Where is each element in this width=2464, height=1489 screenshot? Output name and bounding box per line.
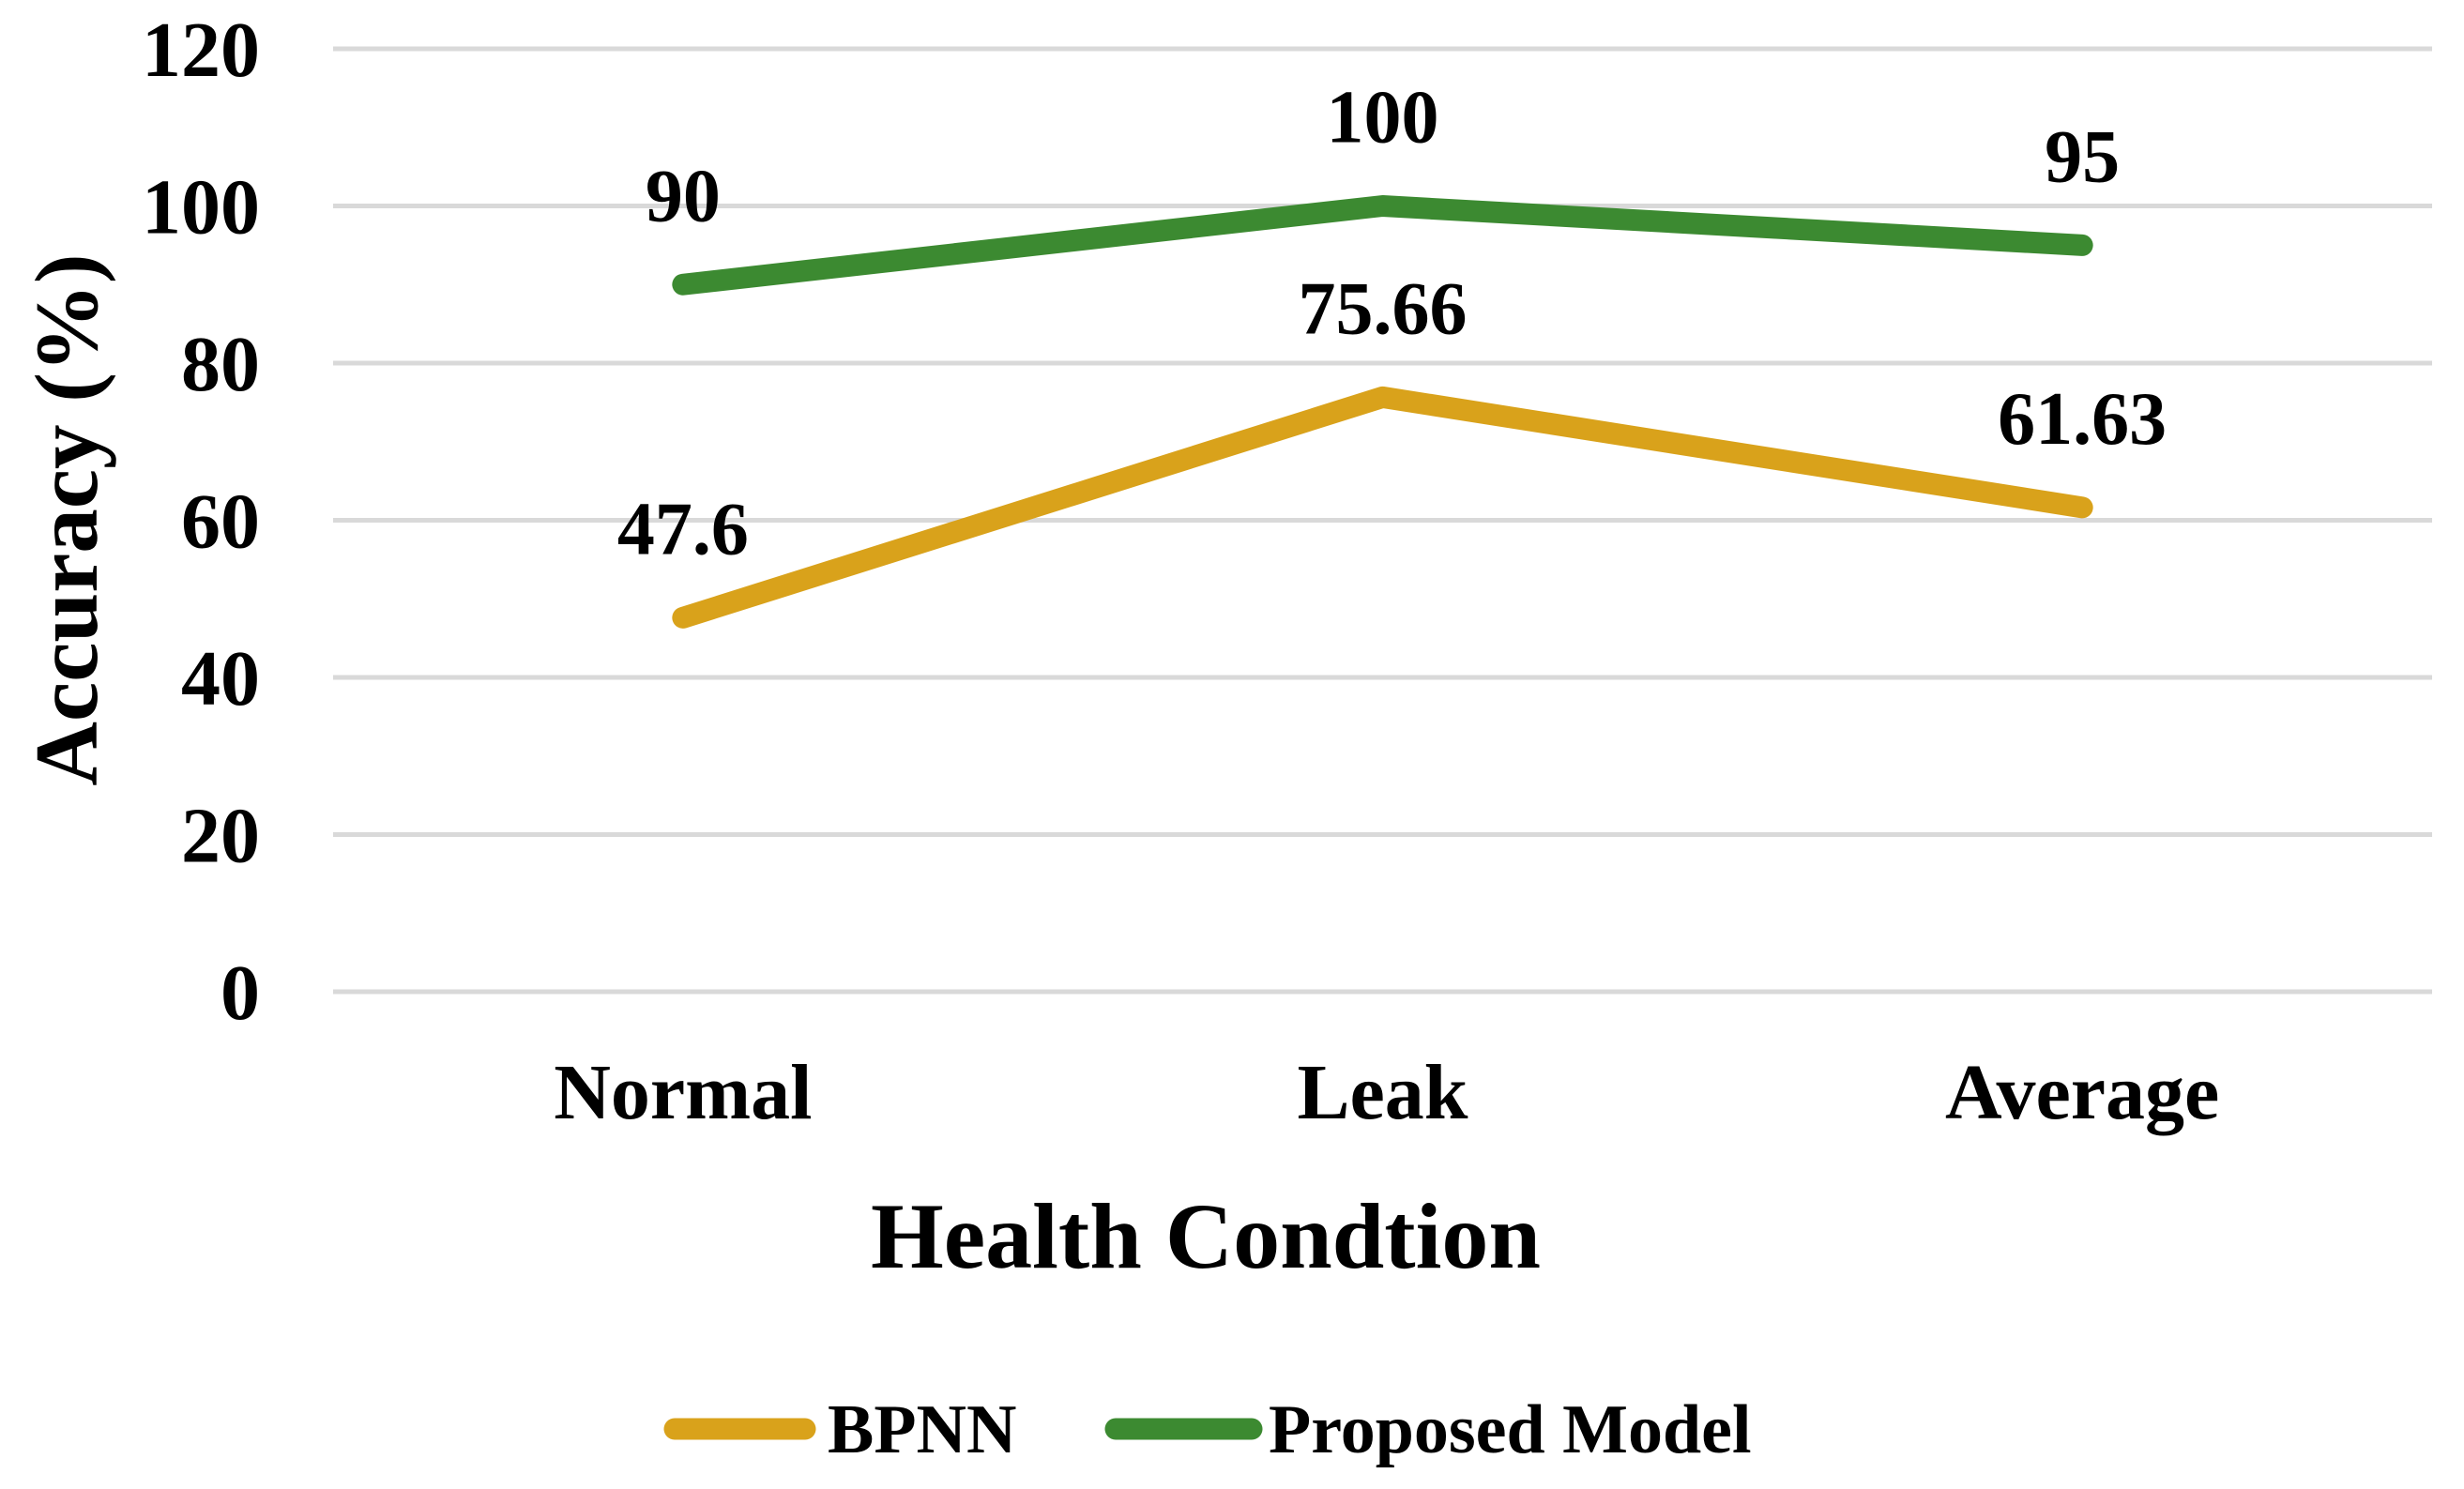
series-line-proposed-model [672,195,2093,296]
x-category-label-normal: Normal [554,1049,812,1136]
x-category-label-average: Average [1945,1049,2219,1136]
y-axis-title: Accuracy (%) [17,253,116,785]
y-tick-label: 20 [181,793,260,880]
x-category-label-leak: Leak [1297,1049,1468,1136]
data-label-bpnn-normal: 47.6 [617,488,749,570]
y-tick-label: 60 [181,479,260,566]
x-axis-title: Health Condtion [871,1184,1541,1288]
data-label-bpnn-leak: 75.66 [1299,267,1468,350]
data-label-bpnn-average: 61.63 [1998,378,2167,461]
y-tick-label: 100 [142,164,260,251]
y-tick-label: 80 [181,321,260,408]
data-label-proposed-model-leak: 100 [1327,77,1439,160]
data-label-proposed-model-average: 95 [2045,115,2120,198]
data-label-proposed-model-normal: 90 [646,155,721,237]
series-line-bpnn [672,386,2093,629]
y-tick-label: 40 [181,635,260,722]
legend-label-bpnn: BPNN [828,1391,1016,1468]
y-tick-label: 0 [221,950,260,1037]
legend-label-proposed-model: Proposed Model [1269,1391,1752,1468]
y-tick-label: 120 [142,7,260,94]
